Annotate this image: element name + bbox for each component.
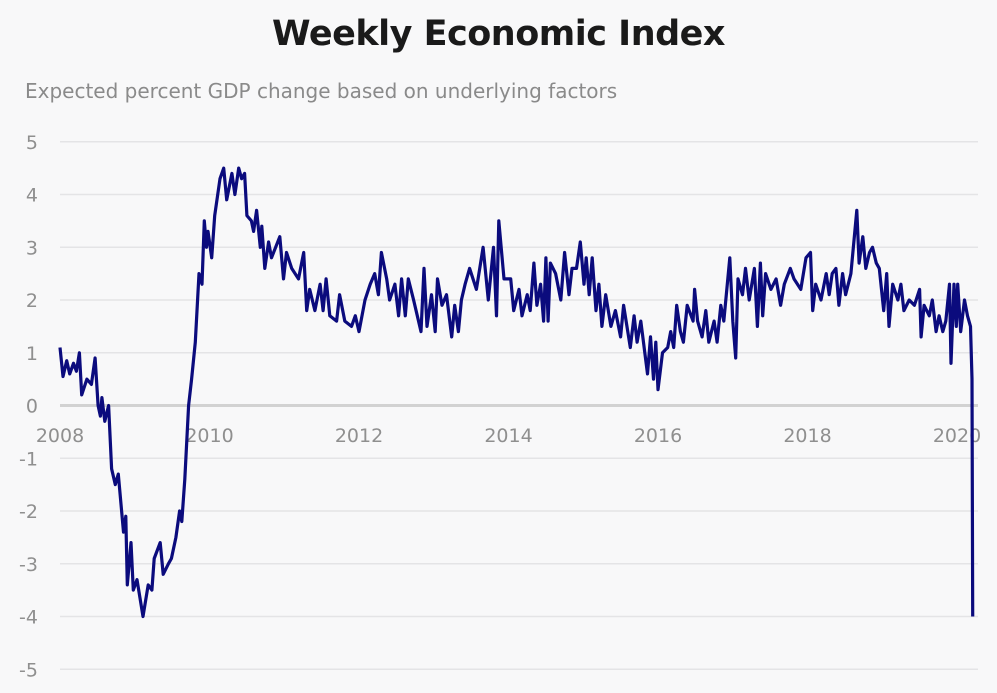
- x-tick-label: 2014: [484, 425, 532, 447]
- series-lines: [58, 166, 975, 619]
- y-axis-ticks: 5 4 3 2 1 0 -1 -2 -3 -4 -5: [19, 132, 38, 682]
- y-tick-label: -5: [19, 659, 38, 681]
- y-tick-label: 0: [26, 396, 38, 418]
- y-tick-label: 5: [26, 132, 38, 154]
- x-tick-label: 2020: [933, 425, 981, 447]
- x-tick-label: 2008: [36, 425, 84, 447]
- x-tick-label: 2010: [185, 425, 233, 447]
- y-tick-label: -2: [19, 501, 38, 523]
- y-tick-label: 3: [26, 237, 38, 259]
- series-line-weekly-economic-index: [58, 166, 975, 619]
- y-tick-label: -1: [19, 448, 38, 470]
- y-tick-label: 1: [26, 343, 38, 365]
- x-tick-label: 2016: [634, 425, 682, 447]
- gridlines: [60, 141, 978, 670]
- chart-title: Weekly Economic Index: [272, 14, 725, 54]
- x-tick-label: 2018: [783, 425, 831, 447]
- x-axis-ticks: 2008 2010 2012 2014 2016 2018 2020: [36, 425, 981, 447]
- y-tick-label: -3: [19, 554, 38, 576]
- y-tick-label: -4: [19, 607, 38, 629]
- y-tick-label: 4: [26, 185, 38, 207]
- x-tick-label: 2012: [335, 425, 383, 447]
- y-tick-label: 2: [26, 290, 38, 312]
- chart-subtitle: Expected percent GDP change based on und…: [25, 79, 618, 103]
